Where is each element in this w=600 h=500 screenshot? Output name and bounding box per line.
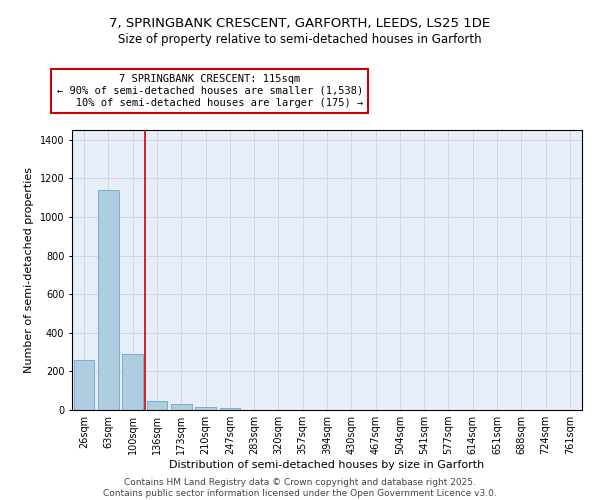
- Text: 7, SPRINGBANK CRESCENT, GARFORTH, LEEDS, LS25 1DE: 7, SPRINGBANK CRESCENT, GARFORTH, LEEDS,…: [109, 18, 491, 30]
- Bar: [122, 354, 143, 410]
- Bar: [74, 360, 94, 410]
- Bar: [195, 408, 216, 410]
- Text: Contains HM Land Registry data © Crown copyright and database right 2025.
Contai: Contains HM Land Registry data © Crown c…: [103, 478, 497, 498]
- Text: Size of property relative to semi-detached houses in Garforth: Size of property relative to semi-detach…: [118, 32, 482, 46]
- Bar: [220, 408, 240, 410]
- Bar: [146, 401, 167, 410]
- Bar: [98, 190, 119, 410]
- X-axis label: Distribution of semi-detached houses by size in Garforth: Distribution of semi-detached houses by …: [169, 460, 485, 470]
- Y-axis label: Number of semi-detached properties: Number of semi-detached properties: [24, 167, 34, 373]
- Bar: [171, 404, 191, 410]
- Text: 7 SPRINGBANK CRESCENT: 115sqm
← 90% of semi-detached houses are smaller (1,538)
: 7 SPRINGBANK CRESCENT: 115sqm ← 90% of s…: [56, 74, 363, 108]
